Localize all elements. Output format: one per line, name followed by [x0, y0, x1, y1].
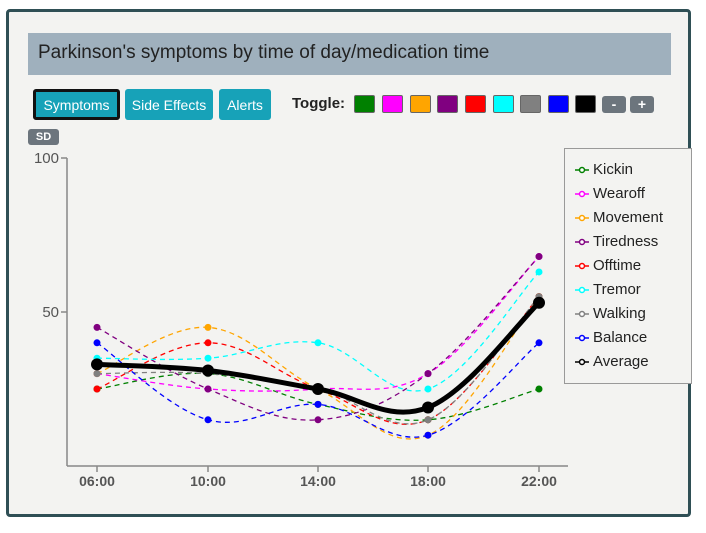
zoom-out-button[interactable]: - — [602, 96, 626, 113]
chart-legend: Kickin Wearoff Movement Tiredness Offtime Tre… — [564, 148, 692, 384]
data-point-tiredness — [535, 253, 543, 261]
chart-title-bar: Parkinson's symptoms by time of day/medi… — [28, 33, 671, 75]
toggle-wearoff-swatch[interactable] — [382, 95, 403, 113]
series-line-offtime — [96, 296, 540, 425]
tab-side-effects[interactable]: Side Effects — [125, 89, 213, 120]
data-point-tremor — [424, 385, 432, 393]
legend-marker — [575, 238, 589, 246]
data-point-movement — [204, 323, 212, 331]
legend-marker — [575, 358, 589, 366]
legend-marker — [575, 310, 589, 318]
series-line-walking — [96, 296, 540, 425]
legend-label: Kickin — [593, 161, 634, 178]
data-point-walking — [93, 370, 101, 378]
x-tick-label: 22:00 — [521, 473, 557, 489]
data-point-tiredness — [314, 416, 322, 424]
data-point-balance — [204, 416, 212, 424]
tab-symptoms[interactable]: Symptoms — [33, 89, 120, 120]
legend-marker — [575, 214, 589, 222]
toggle-kickin-swatch[interactable] — [354, 95, 375, 113]
legend-label: Tremor — [593, 281, 641, 298]
x-tick-label: 14:00 — [300, 473, 336, 489]
legend-label: Offtime — [593, 257, 642, 274]
legend-label: Balance — [593, 329, 648, 346]
data-point-offtime — [204, 339, 212, 347]
data-point-average — [312, 383, 324, 395]
legend-marker — [575, 190, 589, 198]
series-line-tiredness — [96, 256, 540, 421]
legend-label: Movement — [593, 209, 664, 226]
sd-toggle-button[interactable]: SD — [28, 129, 59, 145]
toggle-movement-swatch[interactable] — [410, 95, 431, 113]
data-point-tiredness — [93, 323, 101, 331]
legend-label: Average — [593, 353, 649, 370]
data-point-average — [533, 296, 545, 309]
toggle-tiredness-swatch[interactable] — [437, 95, 458, 113]
series-line-balance — [96, 342, 540, 438]
data-point-tiredness — [424, 370, 432, 378]
y-tick-label: 100 — [34, 150, 59, 167]
toggle-offtime-swatch[interactable] — [465, 95, 486, 113]
legend-marker — [575, 166, 589, 174]
y-tick-label: 50 — [42, 304, 59, 321]
data-point-balance — [93, 339, 101, 347]
toggle-balance-swatch[interactable] — [548, 95, 569, 113]
legend-marker — [575, 334, 589, 342]
series-line-tremor — [96, 271, 540, 392]
toggle-tremor-swatch[interactable] — [493, 95, 514, 113]
data-point-balance — [314, 400, 322, 408]
data-point-tiredness — [204, 385, 212, 393]
data-point-average — [422, 401, 434, 414]
x-tick-label: 10:00 — [190, 473, 226, 489]
legend-label: Walking — [593, 305, 646, 322]
toggle-label: Toggle: — [292, 95, 346, 112]
data-point-balance — [535, 339, 543, 347]
tab-alerts[interactable]: Alerts — [219, 89, 271, 120]
data-point-average — [202, 364, 214, 377]
data-point-kickin — [535, 385, 543, 393]
x-tick-label: 18:00 — [410, 473, 446, 489]
series-line-wearoff — [96, 256, 540, 392]
data-point-offtime — [93, 385, 101, 393]
data-point-walking — [424, 416, 432, 424]
data-point-average — [91, 358, 103, 371]
legend-marker — [575, 286, 589, 294]
data-point-balance — [424, 431, 432, 439]
chart-title: Parkinson's symptoms by time of day/medi… — [38, 42, 490, 63]
x-tick-label: 06:00 — [79, 473, 115, 489]
legend-marker — [575, 262, 589, 270]
data-point-tremor — [204, 354, 212, 362]
data-point-tremor — [535, 268, 543, 276]
toggle-average-swatch[interactable] — [575, 95, 596, 113]
legend-label: Tiredness — [593, 233, 659, 250]
data-point-tremor — [314, 339, 322, 347]
zoom-in-button[interactable]: + — [630, 96, 654, 113]
legend-label: Wearoff — [593, 185, 645, 202]
toggle-walking-swatch[interactable] — [520, 95, 541, 113]
